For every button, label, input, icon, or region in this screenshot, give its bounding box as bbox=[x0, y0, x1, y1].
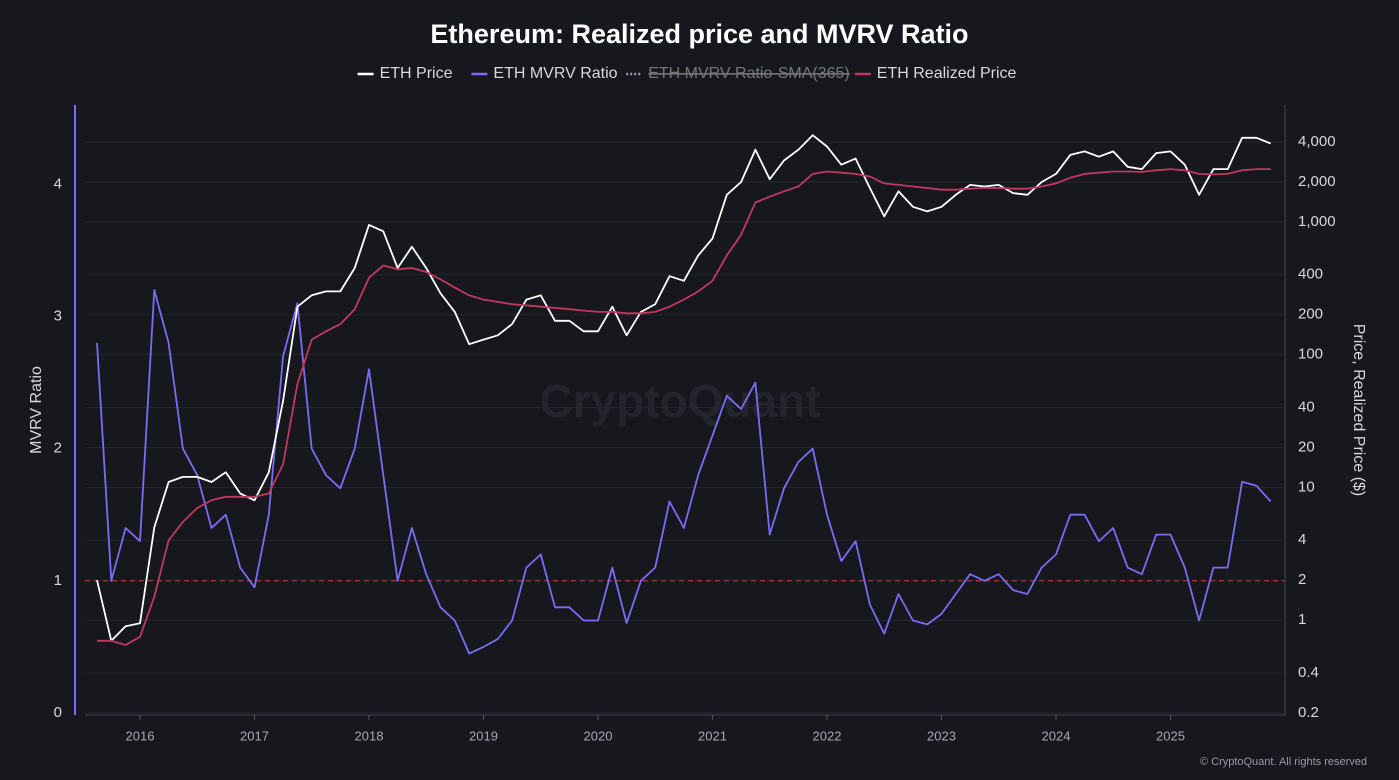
y2-tick-label: 2 bbox=[1298, 571, 1306, 588]
y2-tick-label: 1,000 bbox=[1298, 213, 1336, 230]
legend-label[interactable]: ETH MVRV Ratio bbox=[493, 65, 617, 82]
y2-tick-label: 400 bbox=[1298, 266, 1323, 283]
y2-tick-label: 2,000 bbox=[1298, 173, 1336, 190]
series-line bbox=[96, 134, 1272, 642]
y2-tick-label: 20 bbox=[1298, 438, 1315, 455]
y2-tick-label: 40 bbox=[1298, 398, 1315, 415]
chart-title: Ethereum: Realized price and MVRV Ratio bbox=[430, 19, 968, 49]
y2-tick-label: 10 bbox=[1298, 478, 1315, 495]
y-tick-label: 0 bbox=[54, 704, 62, 721]
x-tick-label: 2024 bbox=[1042, 728, 1071, 743]
x-tick-label: 2019 bbox=[469, 728, 498, 743]
legend-label[interactable]: ETH Price bbox=[380, 65, 453, 82]
y2-tick-label: 4 bbox=[1298, 531, 1306, 548]
x-tick-label: 2018 bbox=[355, 728, 384, 743]
x-tick-label: 2020 bbox=[584, 728, 613, 743]
watermark: CryptoQuant bbox=[539, 375, 820, 427]
y2-tick-label: 0.4 bbox=[1298, 664, 1319, 681]
y2-tick-label: 0.2 bbox=[1298, 704, 1319, 721]
x-tick-label: 2022 bbox=[813, 728, 842, 743]
series-line bbox=[96, 289, 1272, 655]
y-tick-label: 4 bbox=[54, 175, 62, 192]
y2-axis-title: Price, Realized Price ($) bbox=[1350, 324, 1367, 497]
y2-tick-label: 200 bbox=[1298, 306, 1323, 323]
footer: © CryptoQuant. All rights reserved bbox=[1200, 756, 1367, 768]
legend-label[interactable]: ETH Realized Price bbox=[877, 65, 1017, 82]
y-tick-label: 3 bbox=[54, 307, 62, 324]
y2-tick-label: 4,000 bbox=[1298, 133, 1336, 150]
y-tick-label: 1 bbox=[54, 572, 62, 589]
y-axis-title: MVRV Ratio bbox=[28, 366, 45, 454]
x-tick-label: 2017 bbox=[240, 728, 269, 743]
x-tick-label: 2021 bbox=[698, 728, 727, 743]
y2-tick-label: 1 bbox=[1298, 611, 1306, 628]
series-line bbox=[97, 168, 1271, 646]
x-tick-label: 2025 bbox=[1156, 728, 1185, 743]
legend-label[interactable]: ETH MVRV Ratio-SMA(365) bbox=[648, 65, 850, 82]
y2-tick-label: 100 bbox=[1298, 346, 1323, 363]
x-tick-label: 2016 bbox=[126, 728, 155, 743]
x-tick-label: 2023 bbox=[927, 728, 956, 743]
y-tick-label: 2 bbox=[54, 440, 62, 457]
